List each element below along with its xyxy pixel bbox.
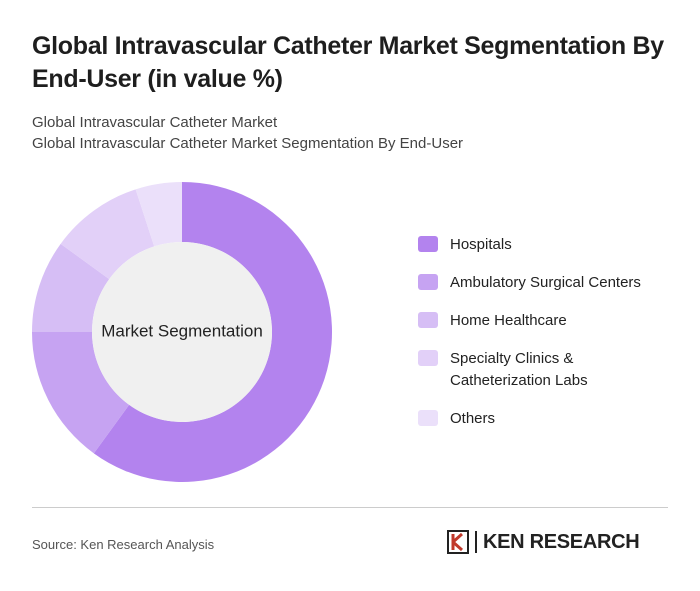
- subtitle: Global Intravascular Catheter Market: [32, 114, 278, 131]
- legend-item: Specialty Clinics & Catheterization Labs: [418, 348, 668, 392]
- legend-swatch: [418, 274, 438, 290]
- legend-swatch: [418, 410, 438, 426]
- legend-item: Home Healthcare: [418, 310, 668, 332]
- donut-segment: [60, 189, 155, 280]
- legend-item: Others: [418, 408, 668, 430]
- donut-segment: [32, 332, 130, 454]
- legend-item: Ambulatory Surgical Centers: [418, 272, 668, 294]
- donut-segment: [135, 182, 182, 247]
- donut-segment: [32, 243, 110, 332]
- logo-separator: [475, 531, 477, 553]
- legend-swatch: [418, 312, 438, 328]
- legend-label: Ambulatory Surgical Centers: [450, 274, 641, 291]
- legend-item: Hospitals: [418, 234, 668, 256]
- legend-swatch: [418, 350, 438, 366]
- logo-icon: [447, 530, 469, 554]
- legend-label: Home Healthcare: [450, 312, 567, 329]
- logo-text: KEN RESEARCH: [483, 530, 640, 553]
- subtitle: Global Intravascular Catheter Market Seg…: [32, 135, 464, 152]
- donut-chart: Market Segmentation: [32, 182, 332, 482]
- legend-swatch: [418, 236, 438, 252]
- logo: KEN RESEARCH: [447, 530, 640, 554]
- source: Source: Ken Research Analysis: [32, 537, 215, 552]
- center-label: Market Segmentation: [101, 321, 263, 340]
- donut-hole: [92, 242, 272, 422]
- legend: Hospitals Ambulatory Surgical Centers Home…: [418, 234, 668, 446]
- legend-label: Others: [450, 410, 496, 427]
- chart-title: Global Intravascular Catheter Market Seg…: [32, 32, 664, 93]
- donut-segment: [93, 182, 332, 482]
- legend-label: Specialty Clinics & Catheterization Labs: [450, 350, 588, 389]
- divider: [32, 507, 668, 508]
- legend-label: Hospitals: [450, 236, 512, 253]
